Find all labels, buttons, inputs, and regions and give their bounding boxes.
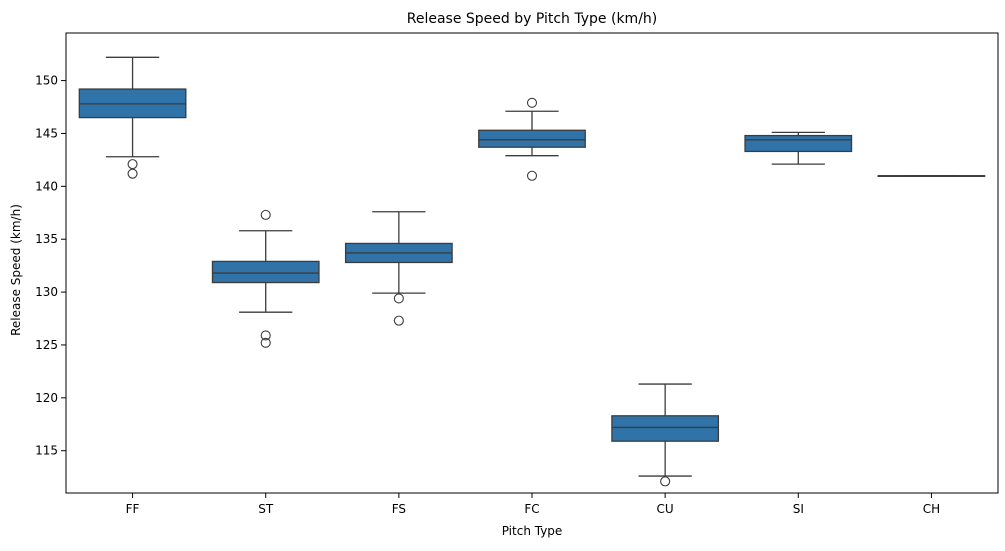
x-tick-label: SI [793, 502, 804, 516]
y-tick-label: 125 [35, 338, 58, 352]
outlier-point-fc [526, 97, 538, 108]
outlier-point-st [260, 337, 271, 348]
plot-area: 115 120 125 130 135 140 145 150 FF ST FS FC CU SI CH [35, 56, 986, 516]
outlier-point-st [260, 209, 271, 220]
y-tick-label: 140 [35, 179, 58, 193]
outlier-point-fs [393, 293, 404, 304]
x-tick-label: FC [524, 502, 539, 516]
outlier-point-fc [526, 170, 538, 181]
plot-frame [65, 32, 999, 494]
x-tick-label: FS [392, 502, 406, 516]
x-tick-label: FF [126, 502, 140, 516]
x-axis-label: Pitch Type [502, 524, 563, 538]
box-st [211, 260, 320, 284]
outlier-point-cu [660, 476, 671, 487]
y-tick-label: 130 [35, 285, 58, 299]
y-tick-label: 120 [35, 391, 58, 405]
chart-title: Release Speed by Pitch Type (km/h) [407, 11, 658, 27]
box-si [744, 134, 853, 153]
x-tick-label: CH [923, 502, 940, 516]
outlier-point-ff [127, 168, 138, 179]
y-tick-label: 150 [35, 74, 58, 88]
y-axis-label: Release Speed (km/h) [9, 204, 23, 336]
box-fc [478, 129, 586, 148]
outlier-point-fs [393, 315, 404, 326]
y-tick-label: 135 [35, 232, 58, 246]
box-cu [611, 415, 720, 442]
outlier-point-ff [127, 159, 138, 170]
y-tick-label: 145 [35, 126, 58, 140]
x-tick-label: ST [258, 502, 274, 516]
outlier-point-st [260, 330, 271, 341]
x-tick-label: CU [657, 502, 674, 516]
y-tick-label: 115 [35, 444, 58, 458]
